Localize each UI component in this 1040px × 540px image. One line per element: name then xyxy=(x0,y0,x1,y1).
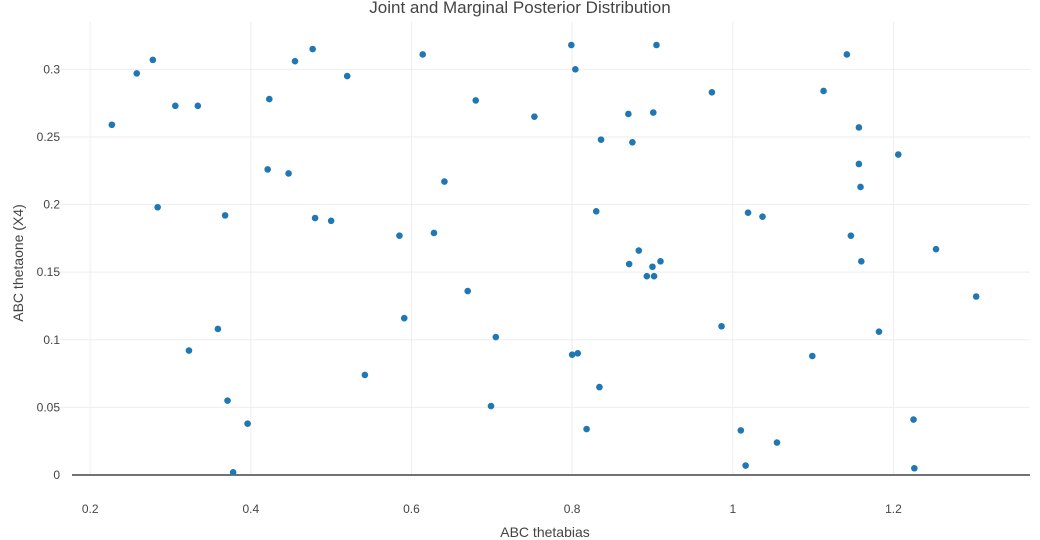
data-point[interactable] xyxy=(759,213,766,221)
data-point[interactable] xyxy=(858,258,865,265)
data-point[interactable] xyxy=(653,41,660,49)
data-point[interactable] xyxy=(472,97,480,104)
y-tick-label: 0.05 xyxy=(37,400,61,414)
x-tick-label: 0.4 xyxy=(242,502,259,516)
data-point[interactable] xyxy=(185,347,193,354)
data-point[interactable] xyxy=(244,420,251,427)
grid-layer xyxy=(50,22,1030,475)
data-point[interactable] xyxy=(265,95,273,103)
x-tick-label: 1 xyxy=(729,502,736,516)
data-point[interactable] xyxy=(855,124,863,131)
y-tick-label: 0.25 xyxy=(37,130,61,144)
data-point[interactable] xyxy=(650,272,658,280)
data-point[interactable] xyxy=(172,102,179,110)
data-point[interactable] xyxy=(592,208,600,215)
data-point[interactable] xyxy=(625,110,632,118)
data-point[interactable] xyxy=(361,371,369,379)
data-point[interactable] xyxy=(657,258,664,265)
data-point[interactable] xyxy=(820,87,827,95)
data-point[interactable] xyxy=(154,203,161,211)
data-point[interactable] xyxy=(910,416,917,423)
data-point[interactable] xyxy=(487,402,495,410)
data-point[interactable] xyxy=(430,229,438,237)
data-point[interactable] xyxy=(441,178,448,185)
data-point[interactable] xyxy=(932,245,940,253)
data-point[interactable] xyxy=(649,263,656,271)
y-tick-label: 0.2 xyxy=(43,198,60,212)
data-point[interactable] xyxy=(847,232,855,239)
data-point[interactable] xyxy=(857,183,864,191)
data-point[interactable] xyxy=(568,351,576,358)
y-tick-label: 0.15 xyxy=(37,265,61,279)
data-point[interactable] xyxy=(285,170,292,177)
data-point[interactable] xyxy=(972,293,980,300)
data-point[interactable] xyxy=(643,272,651,280)
data-point[interactable] xyxy=(214,325,222,333)
data-point[interactable] xyxy=(718,322,725,330)
data-point[interactable] xyxy=(291,57,299,65)
data-point[interactable] xyxy=(396,232,403,239)
data-point[interactable] xyxy=(737,427,745,434)
y-axis-title: ABC thetaone (X4) xyxy=(10,204,26,322)
data-point[interactable] xyxy=(635,247,643,254)
chart-title: Joint and Marginal Posterior Distributio… xyxy=(369,0,670,17)
data-point[interactable] xyxy=(221,212,229,219)
data-point[interactable] xyxy=(875,328,883,335)
x-tick-label: 0.8 xyxy=(564,502,581,516)
data-point[interactable] xyxy=(229,468,237,476)
data-point[interactable] xyxy=(572,66,579,73)
data-point[interactable] xyxy=(149,56,157,64)
axis-layer: 0.2 0.4 0.6 0.8 1 1.2 0 0.05 0.1 0.15 0.2 0.25 0.3 xyxy=(37,62,1030,516)
data-point[interactable] xyxy=(855,160,863,168)
data-point[interactable] xyxy=(629,139,636,146)
data-point[interactable] xyxy=(574,349,582,357)
x-axis-title: ABC thetabias xyxy=(500,524,590,540)
x-tick-label: 1.2 xyxy=(885,502,902,516)
data-point[interactable] xyxy=(309,45,316,53)
data-point[interactable] xyxy=(224,397,231,404)
data-point[interactable] xyxy=(597,136,605,143)
data-point[interactable] xyxy=(400,314,408,322)
data-point[interactable] xyxy=(311,214,319,222)
data-point[interactable] xyxy=(911,464,918,472)
data-point[interactable] xyxy=(464,287,472,295)
data-point[interactable] xyxy=(531,113,538,120)
data-point[interactable] xyxy=(419,51,427,58)
data-point[interactable] xyxy=(773,439,781,446)
data-point[interactable] xyxy=(568,41,575,49)
data-point[interactable] xyxy=(809,352,816,360)
x-tick-label: 0.2 xyxy=(82,502,99,516)
data-point[interactable] xyxy=(744,209,752,216)
data-point[interactable] xyxy=(583,425,590,433)
points-layer xyxy=(108,41,980,476)
data-point[interactable] xyxy=(894,151,902,158)
data-point[interactable] xyxy=(264,166,271,173)
data-point[interactable] xyxy=(194,102,202,110)
x-tick-label: 0.6 xyxy=(403,502,420,516)
y-tick-label: 0 xyxy=(53,468,60,482)
data-point[interactable] xyxy=(596,383,603,391)
data-point[interactable] xyxy=(649,109,657,116)
data-point[interactable] xyxy=(343,72,351,80)
data-point[interactable] xyxy=(133,70,141,77)
data-point[interactable] xyxy=(108,121,116,129)
data-point[interactable] xyxy=(625,260,633,268)
data-point[interactable] xyxy=(742,462,749,469)
y-tick-label: 0.1 xyxy=(43,333,60,347)
data-point[interactable] xyxy=(708,89,716,96)
data-point[interactable] xyxy=(327,217,335,225)
data-point[interactable] xyxy=(843,51,851,58)
y-tick-label: 0.3 xyxy=(43,62,60,76)
data-point[interactable] xyxy=(492,333,500,341)
